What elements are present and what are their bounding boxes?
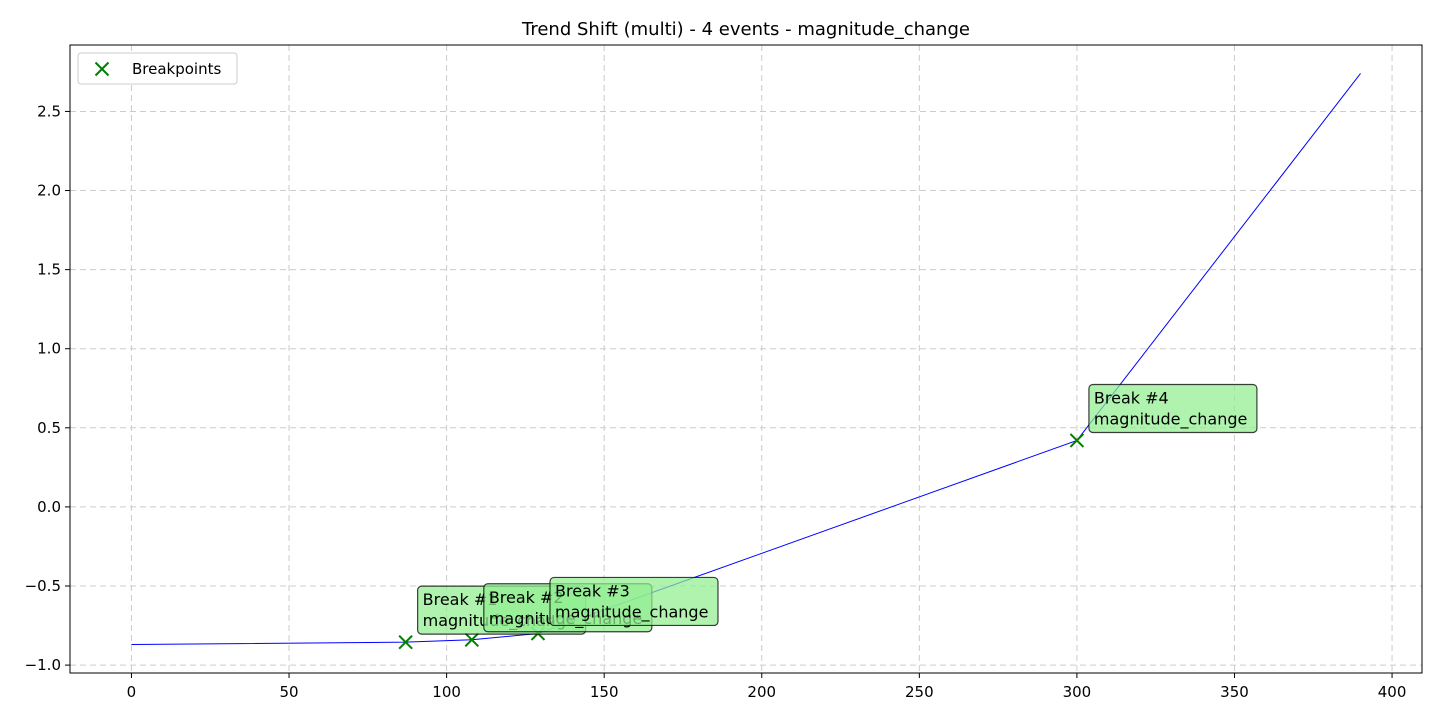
- series-line: [131, 73, 1361, 646]
- annotation-box: [549, 576, 719, 627]
- annotation-title: Break #2: [489, 588, 564, 607]
- x-tick-label: 100: [432, 683, 461, 701]
- x-tick-label: 150: [590, 683, 619, 701]
- annotation-title: Break #1: [423, 590, 498, 609]
- x-tick-label: 0: [127, 683, 137, 701]
- legend-x-marker: [94, 61, 110, 77]
- annotation-callout: Break #4 magnitude_change: [1088, 383, 1258, 434]
- x-tick-label: 400: [1378, 683, 1407, 701]
- breakpoint-marker: [1069, 433, 1085, 448]
- annotation-label: magnitude_change: [1094, 409, 1247, 429]
- y-tick-label: 1.5: [37, 261, 61, 279]
- x-tick-label: 350: [1220, 683, 1249, 701]
- marker-stroke: [1069, 433, 1085, 448]
- annotation-box: [1088, 383, 1258, 434]
- y-tick-label: 0.5: [37, 419, 61, 437]
- y-tick-label: 2.5: [37, 102, 61, 120]
- series-polyline: [131, 73, 1361, 646]
- marker-stroke: [398, 634, 413, 650]
- x-tick-label: 300: [1063, 683, 1092, 701]
- x-tick-label: 200: [747, 683, 776, 701]
- breakpoint-marker: [398, 634, 413, 650]
- legend-label: Breakpoints: [132, 60, 221, 78]
- y-tick-label: 0.0: [37, 498, 61, 516]
- x-tick-label: 50: [279, 683, 298, 701]
- plot-frame: [69, 44, 1423, 674]
- y-tick-label: 1.0: [37, 340, 61, 358]
- x-axis: 0 50 100 150 200 250 300 350 400: [127, 673, 1407, 701]
- annotation-title: Break #4: [1094, 388, 1169, 407]
- annotation-title: Break #3: [555, 581, 630, 600]
- y-tick-label: −1.0: [25, 656, 61, 674]
- x-tick-label: 250: [905, 683, 934, 701]
- legend: Breakpoints: [77, 52, 238, 85]
- breakpoint-marker: [464, 632, 480, 647]
- y-tick-label: 2.0: [37, 182, 61, 200]
- grid: [70, 45, 1422, 673]
- annotation-callout: Break #3 magnitude_change: [549, 576, 719, 627]
- y-tick-label: −0.5: [25, 577, 61, 595]
- marker-stroke: [94, 61, 110, 77]
- marker-stroke: [464, 632, 480, 647]
- y-axis: −1.0 −0.5 0.0 0.5 1.0 1.5 2.0 2.5: [25, 102, 70, 674]
- legend-box: [77, 52, 238, 85]
- chart-title: Trend Shift (multi) - 4 events - magnitu…: [521, 19, 970, 40]
- legend-marker-glyph: [94, 61, 110, 77]
- annotation-label: magnitude_change: [555, 602, 708, 622]
